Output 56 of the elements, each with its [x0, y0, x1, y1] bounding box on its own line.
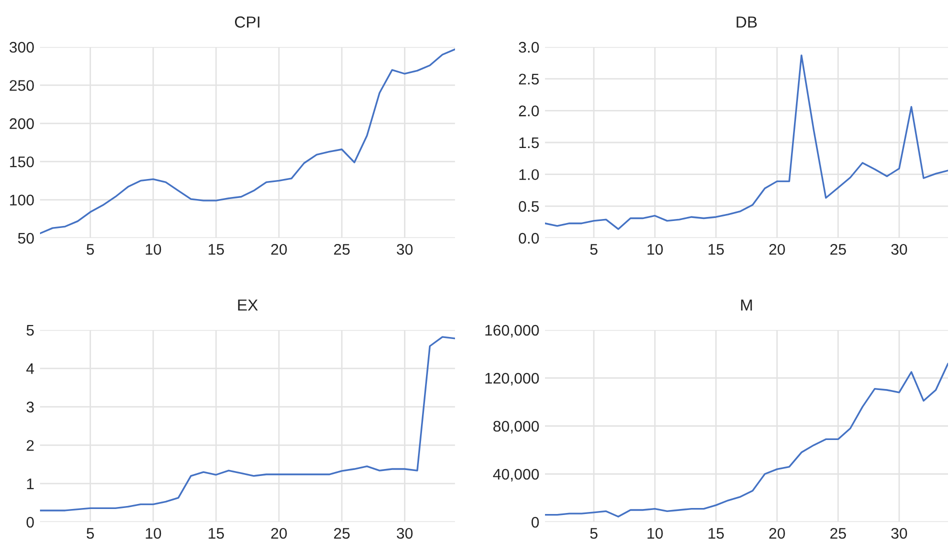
x-tick-label: 10: [648, 244, 663, 255]
x-tick-label: 25: [830, 244, 846, 255]
y-tick-label: 2.0: [518, 106, 539, 116]
x-tick-label: 25: [830, 528, 846, 539]
y-tick-label: 3: [26, 402, 34, 412]
line-series: [545, 362, 948, 518]
x-tick-label: 5: [86, 244, 94, 255]
x-tick-label: 15: [708, 244, 724, 255]
y-tick-label: 0.0: [518, 232, 539, 244]
y-tick-label: 1.0: [519, 169, 539, 180]
x-tick-label: 10: [648, 528, 663, 539]
x-tick-label: 15: [708, 528, 724, 539]
y-tick-label: 80,000: [493, 420, 539, 434]
y-tick-label: 0: [532, 516, 539, 528]
y-tick-label: 5: [26, 325, 34, 336]
x-tick-label: 20: [271, 528, 287, 539]
line-series: [545, 54, 948, 230]
y-tick-label: 1: [27, 478, 34, 490]
x-tick-label: 15: [208, 528, 224, 539]
chart-title: EX: [238, 300, 258, 311]
y-tick-label: 0.5: [518, 201, 539, 212]
y-tick-label: 100: [10, 194, 34, 206]
x-tick-label: 20: [769, 528, 785, 539]
y-tick-label: 200: [10, 118, 34, 130]
y-tick-label: 150: [10, 156, 34, 168]
y-tick-label: 2.5: [518, 74, 539, 85]
x-tick-label: 5: [86, 528, 94, 539]
x-tick-label: 30: [891, 528, 908, 539]
x-tick-label: 15: [208, 244, 224, 255]
x-tick-label: 30: [396, 528, 413, 539]
chart-title: M: [741, 300, 752, 311]
line-series: [40, 336, 455, 512]
x-tick-label: 10: [146, 244, 162, 255]
chart-title: DB: [736, 16, 757, 28]
y-tick-label: 50: [18, 232, 34, 244]
y-tick-label: 300: [10, 42, 34, 53]
x-tick-label: 5: [590, 244, 598, 255]
y-tick-label: 120,000: [485, 372, 539, 386]
chart-title: CPI: [235, 16, 260, 28]
y-tick-label: 2: [26, 440, 34, 451]
y-tick-label: 4: [26, 363, 34, 374]
x-tick-label: 20: [271, 244, 287, 255]
x-tick-label: 30: [396, 244, 413, 255]
x-tick-label: 25: [334, 528, 350, 539]
x-tick-label: 30: [891, 244, 908, 255]
y-tick-label: 40,000: [493, 468, 539, 482]
x-tick-label: 20: [769, 244, 785, 255]
y-tick-label: 0: [26, 516, 34, 528]
x-tick-label: 10: [146, 528, 162, 539]
y-tick-label: 1.5: [519, 138, 539, 148]
x-tick-label: 25: [334, 244, 350, 255]
x-tick-label: 5: [590, 528, 598, 539]
line-series: [40, 48, 455, 234]
y-tick-label: 250: [10, 80, 34, 91]
y-tick-label: 160,000: [485, 324, 539, 338]
y-tick-label: 3.0: [518, 42, 539, 53]
